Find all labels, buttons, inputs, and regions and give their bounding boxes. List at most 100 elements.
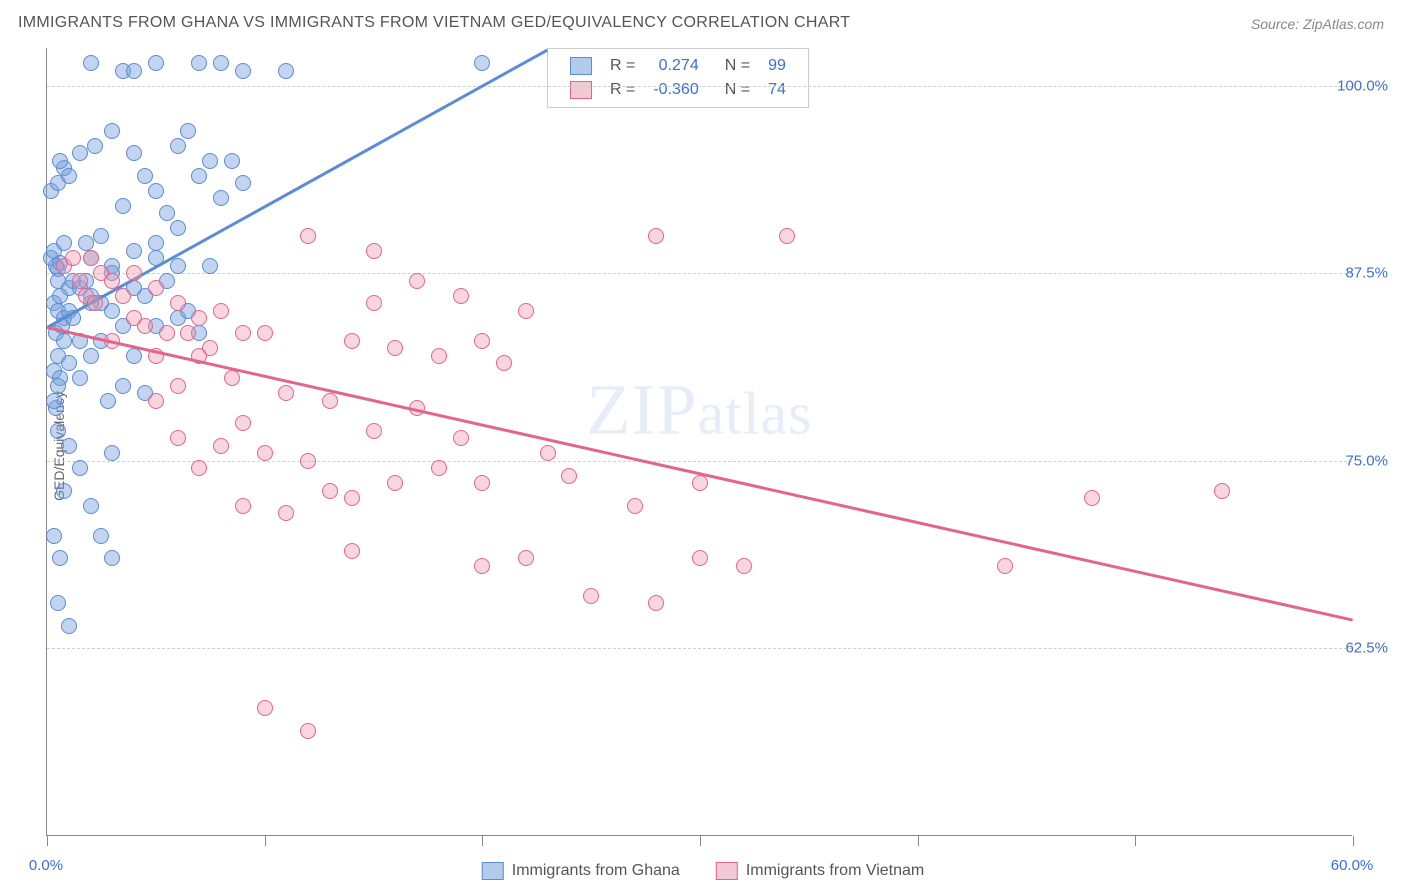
data-point — [72, 145, 88, 161]
y-tick-label: 62.5% — [1345, 640, 1388, 657]
data-point — [213, 55, 229, 71]
data-point — [50, 595, 66, 611]
data-point — [115, 198, 131, 214]
data-point — [78, 235, 94, 251]
legend-N-value: 74 — [760, 79, 794, 101]
data-point — [104, 303, 120, 319]
data-point — [561, 468, 577, 484]
data-point — [46, 528, 62, 544]
data-point — [453, 288, 469, 304]
data-point — [180, 325, 196, 341]
watermark: ZIPatlas — [587, 369, 813, 452]
data-point — [257, 325, 273, 341]
x-tick — [918, 836, 919, 846]
data-point — [83, 348, 99, 364]
data-point — [100, 393, 116, 409]
x-tick — [1135, 836, 1136, 846]
data-point — [344, 543, 360, 559]
data-point — [50, 378, 66, 394]
legend-R-value: 0.274 — [645, 55, 706, 77]
gridline — [47, 461, 1352, 462]
data-point — [56, 333, 72, 349]
gridline — [47, 86, 1352, 87]
data-point — [213, 303, 229, 319]
gridline — [47, 273, 1352, 274]
data-point — [692, 475, 708, 491]
data-point — [52, 153, 68, 169]
data-point — [453, 430, 469, 446]
data-point — [518, 550, 534, 566]
series-legend: Immigrants from GhanaImmigrants from Vie… — [482, 862, 924, 880]
data-point — [83, 250, 99, 266]
gridline — [47, 648, 1352, 649]
data-point — [170, 430, 186, 446]
legend-row: R =-0.360N =74 — [562, 79, 794, 101]
data-point — [61, 618, 77, 634]
legend-R-label: R = — [602, 55, 643, 77]
data-point — [83, 55, 99, 71]
data-point — [366, 423, 382, 439]
data-point — [474, 475, 490, 491]
y-tick-label: 75.0% — [1345, 452, 1388, 469]
x-tick-label: 0.0% — [29, 857, 63, 874]
legend-R-value: -0.360 — [645, 79, 706, 101]
data-point — [148, 280, 164, 296]
y-tick-label: 100.0% — [1337, 77, 1388, 94]
data-point — [387, 340, 403, 356]
series-name: Immigrants from Ghana — [512, 862, 680, 880]
data-point — [61, 355, 77, 371]
data-point — [170, 295, 186, 311]
y-tick-label: 87.5% — [1345, 265, 1388, 282]
data-point — [87, 138, 103, 154]
data-point — [409, 273, 425, 289]
data-point — [322, 483, 338, 499]
data-point — [278, 63, 294, 79]
data-point — [692, 550, 708, 566]
data-point — [61, 168, 77, 184]
x-tick — [47, 836, 48, 846]
correlation-legend: R =0.274N =99R =-0.360N =74 — [547, 48, 809, 108]
data-point — [104, 550, 120, 566]
data-point — [235, 63, 251, 79]
data-point — [126, 348, 142, 364]
data-point — [104, 123, 120, 139]
data-point — [61, 438, 77, 454]
data-point — [148, 55, 164, 71]
data-point — [518, 303, 534, 319]
legend-swatch — [570, 57, 592, 75]
data-point — [191, 310, 207, 326]
regression-line — [47, 326, 1354, 621]
data-point — [126, 145, 142, 161]
watermark-atlas: atlas — [698, 381, 813, 447]
data-point — [126, 310, 142, 326]
data-point — [235, 175, 251, 191]
data-point — [366, 243, 382, 259]
data-point — [213, 190, 229, 206]
data-point — [191, 168, 207, 184]
data-point — [159, 325, 175, 341]
data-point — [224, 370, 240, 386]
data-point — [170, 138, 186, 154]
data-point — [50, 423, 66, 439]
data-point — [431, 460, 447, 476]
data-point — [52, 288, 68, 304]
legend-N-value: 99 — [760, 55, 794, 77]
series-legend-item: Immigrants from Ghana — [482, 862, 680, 880]
data-point — [104, 445, 120, 461]
data-point — [170, 220, 186, 236]
data-point — [213, 438, 229, 454]
x-tick-label: 60.0% — [1331, 857, 1374, 874]
legend-swatch — [570, 81, 592, 99]
data-point — [736, 558, 752, 574]
x-tick — [482, 836, 483, 846]
data-point — [72, 273, 88, 289]
data-point — [148, 393, 164, 409]
data-point — [387, 475, 403, 491]
data-point — [779, 228, 795, 244]
data-point — [474, 333, 490, 349]
data-point — [180, 123, 196, 139]
data-point — [540, 445, 556, 461]
data-point — [115, 288, 131, 304]
data-point — [474, 55, 490, 71]
data-point — [104, 273, 120, 289]
